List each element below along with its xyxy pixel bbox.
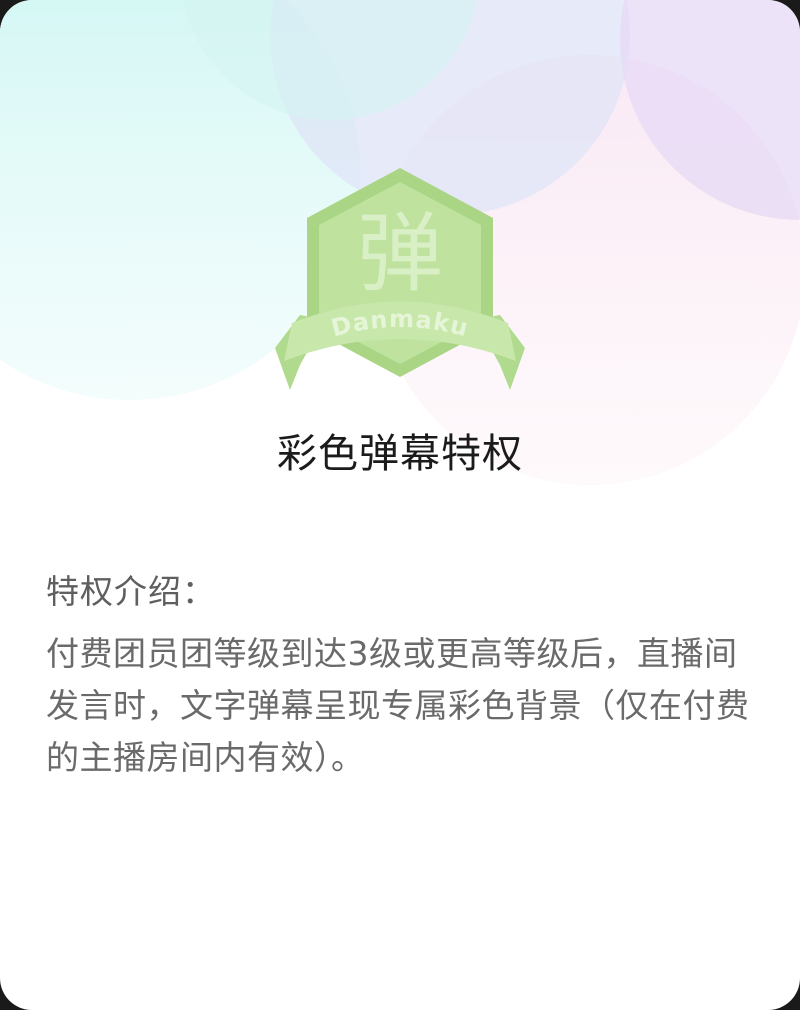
danmaku-badge-icon: 弹 Danmaku	[275, 168, 525, 390]
background-decoration	[0, 0, 800, 485]
intro-heading: 特权介绍：	[46, 572, 216, 611]
intro-description: 付费团员团等级到达3级或更高等级后，直播间发言时，文字弹幕呈现专属彩色背景（仅在…	[46, 634, 750, 777]
decor-circle-teal	[183, 0, 477, 120]
decor-circle-purple	[620, 0, 800, 220]
privilege-title: 彩色弹幕特权	[277, 431, 523, 477]
badge-glyph: 弹	[357, 204, 443, 304]
ribbon-band	[284, 301, 516, 361]
